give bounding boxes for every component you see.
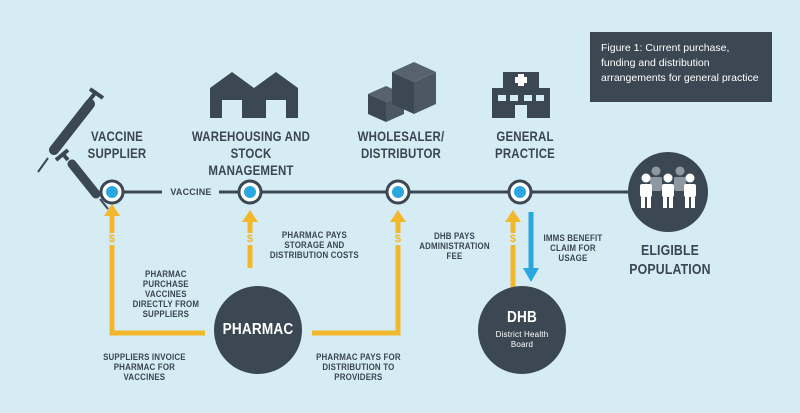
timeline-node-supplier [99, 179, 125, 205]
annotation-line: VACCINES [144, 289, 187, 299]
money-symbol: $ [106, 233, 118, 245]
annotation-line: FEE [446, 251, 463, 261]
pharmac-node [214, 286, 302, 374]
annotation-line: PROVIDERS [334, 372, 383, 382]
stage-title-wholesaler: WHOLESALER/ DISTRIBUTOR [356, 128, 446, 162]
clinic-icon [492, 72, 550, 118]
annotation-line: DISTRIBUTION COSTS [269, 250, 359, 260]
syringe-icon-small [54, 148, 109, 210]
flow-label-vaccine: VACCINE [163, 186, 219, 198]
money-symbol: $ [244, 233, 256, 245]
annotation-line: ADMINISTRATION [419, 241, 490, 251]
annotation-dhb-admin-fee: DHB PAYS ADMINISTRATION FEE [414, 231, 495, 261]
stage-title-line: POPULATION [629, 261, 711, 278]
payment-line-supplier [109, 208, 205, 336]
annotation-line: VACCINES [123, 372, 166, 382]
annotation-line: PHARMAC FOR [113, 362, 176, 372]
payment-line-wholesaler [312, 218, 401, 336]
annotation-distribution-payment: PHARMAC PAYS FOR DISTRIBUTION TO PROVIDE… [310, 352, 407, 382]
people-icon [640, 166, 696, 208]
warehouse-icon [210, 72, 298, 118]
stage-title-line: GENERAL [496, 128, 554, 144]
annotation-line: CLAIM FOR USAGE [550, 243, 596, 263]
stage-title-line: DISTRIBUTOR [360, 145, 442, 161]
dhb-node [478, 286, 566, 374]
stage-title-line: ELIGIBLE [640, 242, 700, 259]
annotation-line: PHARMAC PAYS FOR [316, 352, 401, 362]
timeline-node-wholesaler [385, 179, 411, 205]
annotation-storage-costs: PHARMAC PAYS STORAGE AND DISTRIBUTION CO… [266, 230, 363, 260]
pharmac-label: PHARMAC [222, 321, 294, 338]
timeline-node-practice [507, 179, 533, 205]
stage-title-vaccine-supplier: VACCINE SUPPLIER [80, 128, 154, 162]
annotation-line: DIRECTLY FROM [132, 299, 200, 309]
annotation-line: SUPPLIERS INVOICE [103, 352, 186, 362]
stage-title-line: SUPPLIER [87, 145, 147, 161]
annotation-line: IMMS BENEFIT [543, 233, 603, 243]
syringe-icon [37, 87, 105, 173]
timeline-node-warehouse [237, 179, 263, 205]
dhb-label: DHB [507, 309, 537, 326]
money-symbol: $ [392, 233, 404, 245]
stage-title-line: WHOLESALER/ [357, 128, 445, 144]
payment-arrow-practice [505, 210, 521, 222]
annotation-line: DHB PAYS [433, 231, 475, 241]
payment-arrow-supplier [104, 204, 120, 216]
stage-title-line: WAREHOUSING AND [191, 128, 311, 144]
dhb-subtitle: District Health Board [478, 330, 566, 350]
stage-title-general-practice: GENERAL PRACTICE [488, 128, 562, 162]
annotation-line: SUPPLIERS [142, 309, 190, 319]
money-symbol: $ [507, 233, 519, 245]
annotation-imms-claim: IMMS BENEFIT CLAIM FOR USAGE [536, 233, 610, 263]
stage-title-warehousing: WAREHOUSING AND STOCK MANAGEMENT [190, 128, 313, 179]
claim-arrow [523, 268, 539, 282]
annotation-line: DISTRIBUTION TO [322, 362, 395, 372]
annotation-line: PHARMAC [144, 269, 187, 279]
annotation-line: PURCHASE [142, 279, 189, 289]
dhb-subtitle-line: District Health [495, 330, 549, 339]
payment-arrow-warehouse [242, 210, 258, 222]
boxes-icon [368, 62, 436, 122]
figure-caption: Figure 1: Current purchase, funding and … [590, 32, 772, 102]
annotation-pharmac-purchase: PHARMAC PURCHASE VACCINES DIRECTLY FROM … [128, 269, 204, 319]
annotation-line: PHARMAC PAYS [281, 230, 347, 240]
stage-title-line: PRACTICE [494, 145, 555, 161]
annotation-suppliers-invoice: SUPPLIERS INVOICE PHARMAC FOR VACCINES [96, 352, 193, 382]
dhb-subtitle-line: Board [510, 340, 534, 349]
annotation-line: STORAGE AND [284, 240, 345, 250]
stage-title-line: VACCINE [91, 128, 143, 144]
stage-title-line: STOCK MANAGEMENT [208, 145, 294, 178]
payment-arrow-wholesaler [390, 210, 406, 222]
stage-title-eligible-population: ELIGIBLE POPULATION [627, 241, 712, 279]
